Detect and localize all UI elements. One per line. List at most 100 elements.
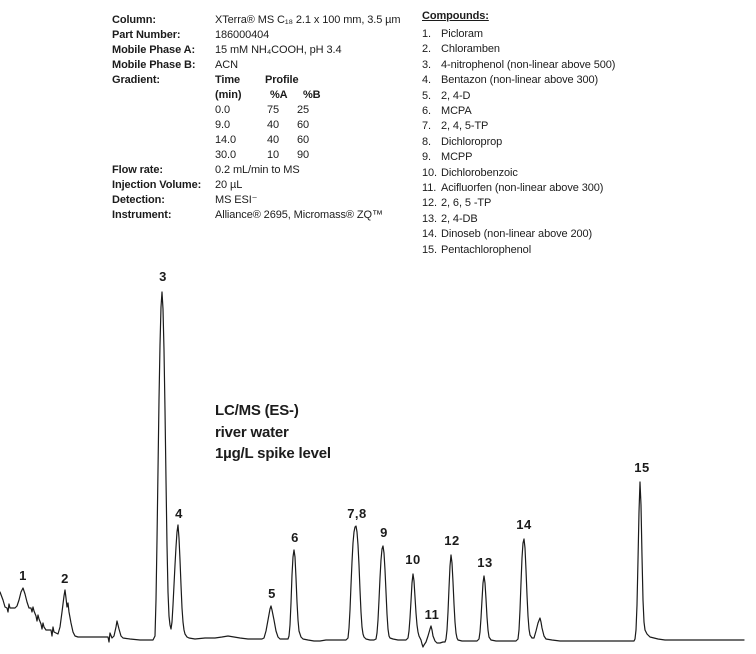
gradient-pct-a-cell: 10 [267, 149, 280, 161]
peak-label-6: 6 [291, 530, 299, 545]
annotation-line-3: 1µg/L spike level [215, 445, 331, 462]
compound-item: 3. 4-nitrophenol (non-linear above 500) [422, 58, 752, 73]
method-row-value: 20 µL [215, 179, 243, 191]
gradient-row: Gradient: Time Profile (min) %A %B 0.0 75… [112, 73, 412, 163]
gradient-pct-b-header: %B [302, 89, 321, 101]
compound-number: 15. [422, 243, 437, 256]
method-row-label: Column: [112, 14, 156, 26]
peak-label-7-8: 7,8 [347, 506, 367, 521]
compound-number: 11. [422, 182, 437, 195]
peak-label-9: 9 [380, 525, 388, 540]
method-row: Column: XTerra® MS C₁₈ 2.1 x 100 mm, 3.5 … [112, 13, 412, 28]
method-row-label: Injection Volume: [112, 179, 202, 191]
compound-item: 7. 2, 4, 5-TP [422, 119, 752, 134]
compound-name: MCPA [441, 105, 472, 118]
peak-label-12: 12 [444, 533, 459, 548]
gradient-table: Time Profile (min) %A %B 0.0 75 25 9.0 40 60 1… [215, 73, 333, 163]
gradient-pct-a-cell: 40 [267, 119, 280, 131]
gradient-pct-b-cell: 90 [297, 149, 310, 161]
method-row: Mobile Phase B: ACN [112, 58, 412, 73]
method-row-label: Detection: [112, 194, 165, 206]
compound-number: 2. [422, 43, 431, 56]
peak-label-2: 2 [61, 571, 69, 586]
chromatogram-trace [0, 291, 745, 648]
compound-item: 4. Bentazon (non-linear above 300) [422, 73, 752, 88]
compound-number: 10. [422, 166, 437, 179]
method-row-label: Mobile Phase B: [112, 59, 196, 71]
gradient-header-row: Time Profile [215, 73, 333, 88]
method-row: Detection: MS ESI⁻ [112, 193, 412, 208]
compound-item: 14. Dinoseb (non-linear above 200) [422, 227, 752, 242]
compound-name: 2, 4-D [441, 89, 471, 102]
peak-label-1: 1 [19, 568, 27, 583]
compound-item: 9. MCPP [422, 150, 752, 165]
annotation-line-2: river water [215, 423, 289, 441]
peak-label-3: 3 [159, 269, 167, 284]
method-row-value: 15 mM NH₄COOH, pH 3.4 [215, 44, 342, 56]
gradient-time-cell: 30.0 [215, 149, 237, 161]
method-row-value: 0.2 mL/min to MS [215, 164, 300, 176]
compound-item: 11. Acifluorfen (non-linear above 300) [422, 181, 752, 196]
compound-name: Bentazon (non-linear above 300) [441, 74, 599, 87]
gradient-data-row: 0.0 75 25 [215, 103, 333, 118]
compound-number: 8. [422, 135, 431, 148]
method-row-value: Alliance® 2695, Micromass® ZQ™ [215, 209, 383, 221]
peak-label-15: 15 [634, 460, 649, 475]
compound-item: 10. Dichlorobenzoic [422, 166, 752, 181]
gradient-data-row: 14.0 40 60 [215, 133, 333, 148]
gradient-label: Gradient: [112, 74, 160, 86]
gradient-data-rows: 0.0 75 25 9.0 40 60 14.0 40 60 30.0 10 90 [215, 103, 333, 163]
gradient-time-header: Time [215, 74, 241, 86]
gradient-time-cell: 14.0 [215, 134, 237, 146]
compound-name: Dichlorobenzoic [441, 166, 518, 179]
compound-item: 12. 2, 6, 5 -TP [422, 196, 752, 211]
method-row-value: XTerra® MS C₁₈ 2.1 x 100 mm, 3.5 µm [215, 14, 401, 26]
peak-label-11: 11 [425, 607, 440, 622]
compounds-block: Compounds: 1. Picloram 2. Chloramben 3. 4-nit… [422, 9, 752, 258]
compound-number: 9. [422, 151, 431, 164]
compound-name: Picloram [441, 28, 483, 40]
method-row-label: Instrument: [112, 209, 172, 221]
method-row: Injection Volume: 20 µL [112, 178, 412, 193]
compounds-list: 1. Picloram 2. Chloramben 3. 4-nitrophenol (n… [422, 27, 752, 258]
method-rows-bottom: Flow rate: 0.2 mL/min to MS Injection Volu… [112, 163, 412, 223]
compound-item: 1. Picloram [422, 27, 752, 42]
compound-name: Acifluorfen (non-linear above 300) [441, 182, 604, 195]
peak-label-14: 14 [516, 517, 532, 532]
peak-label-10: 10 [405, 552, 420, 567]
compound-item: 2. Chloramben [422, 42, 752, 57]
annotation-line-1: LC/MS (ES-) [215, 402, 299, 419]
method-row-label: Part Number: [112, 29, 181, 41]
peak-label-4: 4 [175, 506, 183, 521]
gradient-subheader-row: (min) %A %B [215, 88, 333, 103]
gradient-pct-a-cell: 75 [267, 104, 280, 116]
compound-number: 4. [422, 74, 431, 87]
compound-name: Pentachlorophenol [441, 243, 532, 256]
compound-name: 4-nitrophenol (non-linear above 500) [441, 58, 616, 71]
gradient-time-cell: 9.0 [215, 119, 230, 131]
gradient-pct-b-cell: 25 [297, 104, 310, 116]
compound-number: 7. [422, 120, 431, 133]
compound-number: 1. [422, 28, 431, 40]
method-conditions-block: Column: XTerra® MS C₁₈ 2.1 x 100 mm, 3.5 … [112, 13, 412, 223]
compounds-heading: Compounds: [422, 10, 489, 22]
peak-label-13: 13 [477, 555, 492, 570]
compound-item: 6. MCPA [422, 104, 752, 119]
compound-name: MCPP [441, 151, 473, 164]
gradient-min-header: (min) [215, 89, 242, 101]
compound-item: 5. 2, 4-D [422, 89, 752, 104]
gradient-time-cell: 0.0 [215, 104, 230, 116]
compound-item: 15. Pentachlorophenol [422, 243, 752, 258]
gradient-profile-header: Profile [264, 74, 299, 86]
compound-number: 3. [422, 58, 431, 71]
compound-number: 5. [422, 89, 431, 102]
compound-item: 8. Dichloroprop [422, 135, 752, 150]
gradient-pct-a-header: %A [269, 89, 288, 101]
compound-name: Dichloroprop [441, 135, 503, 148]
plot-annotation: LC/MS (ES-) river water 1µg/L spike leve… [215, 400, 331, 465]
compound-number: 6. [422, 105, 431, 118]
method-row-label: Mobile Phase A: [112, 44, 196, 56]
